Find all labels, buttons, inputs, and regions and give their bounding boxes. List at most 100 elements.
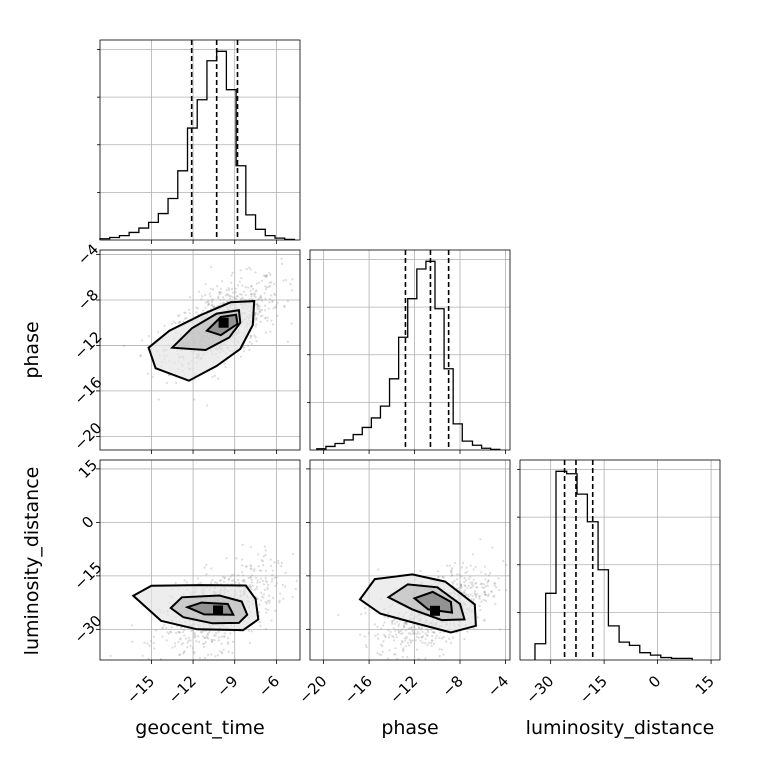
sample-point-phase-luminosity_distance <box>466 630 469 633</box>
sample-point-geocent_time-luminosity_distance <box>195 640 198 643</box>
sample-point-phase-luminosity_distance <box>463 584 467 587</box>
sample-point-phase-luminosity_distance <box>424 632 427 635</box>
sample-point-phase-luminosity_distance <box>403 637 406 640</box>
sample-point-phase-luminosity_distance <box>380 627 383 630</box>
sample-point-geocent_time-phase <box>286 300 289 303</box>
sample-point-phase-luminosity_distance <box>452 582 455 585</box>
sample-point-geocent_time-phase <box>259 296 262 299</box>
sample-point-geocent_time-phase <box>264 331 267 334</box>
sample-point-geocent_time-luminosity_distance <box>260 591 263 594</box>
sample-point-geocent_time-luminosity_distance <box>159 657 162 661</box>
frame-luminosity_distance <box>519 459 721 661</box>
sample-point-geocent_time-luminosity_distance <box>203 636 206 639</box>
sample-point-phase-luminosity_distance <box>495 586 498 589</box>
sample-point-phase-luminosity_distance <box>382 624 385 627</box>
sample-point-geocent_time-phase <box>258 310 261 314</box>
sample-point-phase-luminosity_distance <box>384 635 387 638</box>
contour-level-2-geocent_time-luminosity_distance <box>169 594 249 625</box>
sample-point-geocent_time-luminosity_distance <box>284 571 287 574</box>
sample-point-geocent_time-phase <box>234 297 238 301</box>
sample-point-geocent_time-luminosity_distance <box>231 579 234 582</box>
sample-point-phase-luminosity_distance <box>402 626 405 629</box>
sample-point-phase-luminosity_distance <box>451 567 454 570</box>
sample-point-phase-luminosity_distance <box>430 644 433 647</box>
sample-point-phase-luminosity_distance <box>436 570 439 573</box>
sample-point-phase-luminosity_distance <box>432 642 436 646</box>
sample-point-phase-luminosity_distance <box>476 586 479 589</box>
sample-point-geocent_time-phase <box>268 271 271 275</box>
sample-point-phase-luminosity_distance <box>417 636 420 639</box>
sample-point-geocent_time-phase <box>256 298 259 302</box>
sample-point-geocent_time-phase <box>256 305 260 308</box>
sample-point-phase-luminosity_distance <box>424 642 427 645</box>
sample-point-phase-luminosity_distance <box>381 650 384 653</box>
sample-point-phase-luminosity_distance <box>407 627 410 630</box>
sample-point-geocent_time-phase <box>241 284 244 287</box>
sample-point-geocent_time-luminosity_distance <box>178 631 181 634</box>
sample-point-geocent_time-luminosity_distance <box>211 640 214 643</box>
sample-point-phase-luminosity_distance <box>395 633 398 636</box>
sample-point-phase-luminosity_distance <box>420 636 423 639</box>
sample-point-phase-luminosity_distance <box>431 631 434 634</box>
sample-point-geocent_time-luminosity_distance <box>210 640 213 643</box>
sample-point-phase-luminosity_distance <box>450 568 453 572</box>
sample-point-geocent_time-phase <box>204 301 207 304</box>
sample-point-geocent_time-phase <box>147 335 150 338</box>
sample-point-geocent_time-luminosity_distance <box>186 641 189 644</box>
sample-point-geocent_time-phase <box>248 348 251 351</box>
sample-point-geocent_time-phase <box>239 355 243 358</box>
sample-point-phase-luminosity_distance <box>463 577 466 580</box>
sample-point-phase-luminosity_distance <box>433 631 436 634</box>
sample-point-geocent_time-luminosity_distance <box>199 630 202 634</box>
sample-point-geocent_time-luminosity_distance <box>264 607 267 610</box>
sample-point-geocent_time-phase <box>284 278 287 282</box>
sample-point-phase-luminosity_distance <box>484 565 487 568</box>
sample-point-geocent_time-luminosity_distance <box>130 624 134 627</box>
sample-point-geocent_time-luminosity_distance <box>260 559 263 562</box>
sample-point-phase-luminosity_distance <box>419 639 422 642</box>
sample-point-geocent_time-luminosity_distance <box>202 645 205 648</box>
sample-point-phase-luminosity_distance <box>460 586 463 589</box>
sample-point-geocent_time-luminosity_distance <box>250 578 253 581</box>
sample-point-geocent_time-luminosity_distance <box>192 636 195 639</box>
sample-point-phase-luminosity_distance <box>458 586 461 589</box>
sample-point-phase-luminosity_distance <box>378 653 381 656</box>
sample-point-phase-luminosity_distance <box>404 639 407 642</box>
sample-point-geocent_time-luminosity_distance <box>261 560 264 563</box>
sample-point-geocent_time-phase <box>228 288 231 291</box>
sample-point-geocent_time-luminosity_distance <box>270 619 273 622</box>
sample-point-phase-luminosity_distance <box>411 633 415 636</box>
sample-point-geocent_time-phase <box>280 262 284 265</box>
sample-point-geocent_time-luminosity_distance <box>163 623 166 627</box>
sample-point-geocent_time-luminosity_distance <box>249 576 252 579</box>
sample-point-geocent_time-phase <box>219 287 223 290</box>
sample-point-phase-luminosity_distance <box>471 595 474 598</box>
sample-point-geocent_time-phase <box>264 309 267 312</box>
sample-point-geocent_time-luminosity_distance <box>266 608 269 612</box>
sample-point-phase-luminosity_distance <box>440 648 444 651</box>
sample-point-phase-luminosity_distance <box>458 573 461 576</box>
sample-point-geocent_time-phase <box>254 316 257 319</box>
sample-point-geocent_time-phase <box>189 312 192 315</box>
sample-point-phase-luminosity_distance <box>463 581 466 584</box>
sample-point-geocent_time-luminosity_distance <box>178 653 182 656</box>
sample-point-phase-luminosity_distance <box>452 636 455 639</box>
sample-point-phase-luminosity_distance <box>487 593 490 596</box>
sample-point-geocent_time-phase <box>257 304 260 307</box>
sample-point-geocent_time-luminosity_distance <box>264 553 267 557</box>
sample-point-phase-luminosity_distance <box>491 546 494 549</box>
sample-point-geocent_time-phase <box>290 322 293 325</box>
sample-point-phase-luminosity_distance <box>401 628 404 631</box>
sample-point-phase-luminosity_distance <box>442 576 445 579</box>
sample-point-geocent_time-luminosity_distance <box>182 652 185 655</box>
sample-point-geocent_time-luminosity_distance <box>256 597 259 601</box>
sample-point-geocent_time-luminosity_distance <box>215 632 218 635</box>
sample-point-geocent_time-phase <box>270 281 273 284</box>
sample-point-phase-luminosity_distance <box>364 644 367 647</box>
sample-point-phase-luminosity_distance <box>387 657 390 660</box>
sample-point-phase-luminosity_distance <box>406 641 409 644</box>
sample-point-geocent_time-luminosity_distance <box>211 638 214 642</box>
sample-point-geocent_time-luminosity_distance <box>250 630 253 633</box>
xlabel-geocent-time: geocent_time <box>135 717 264 739</box>
sample-point-phase-luminosity_distance <box>466 593 469 597</box>
